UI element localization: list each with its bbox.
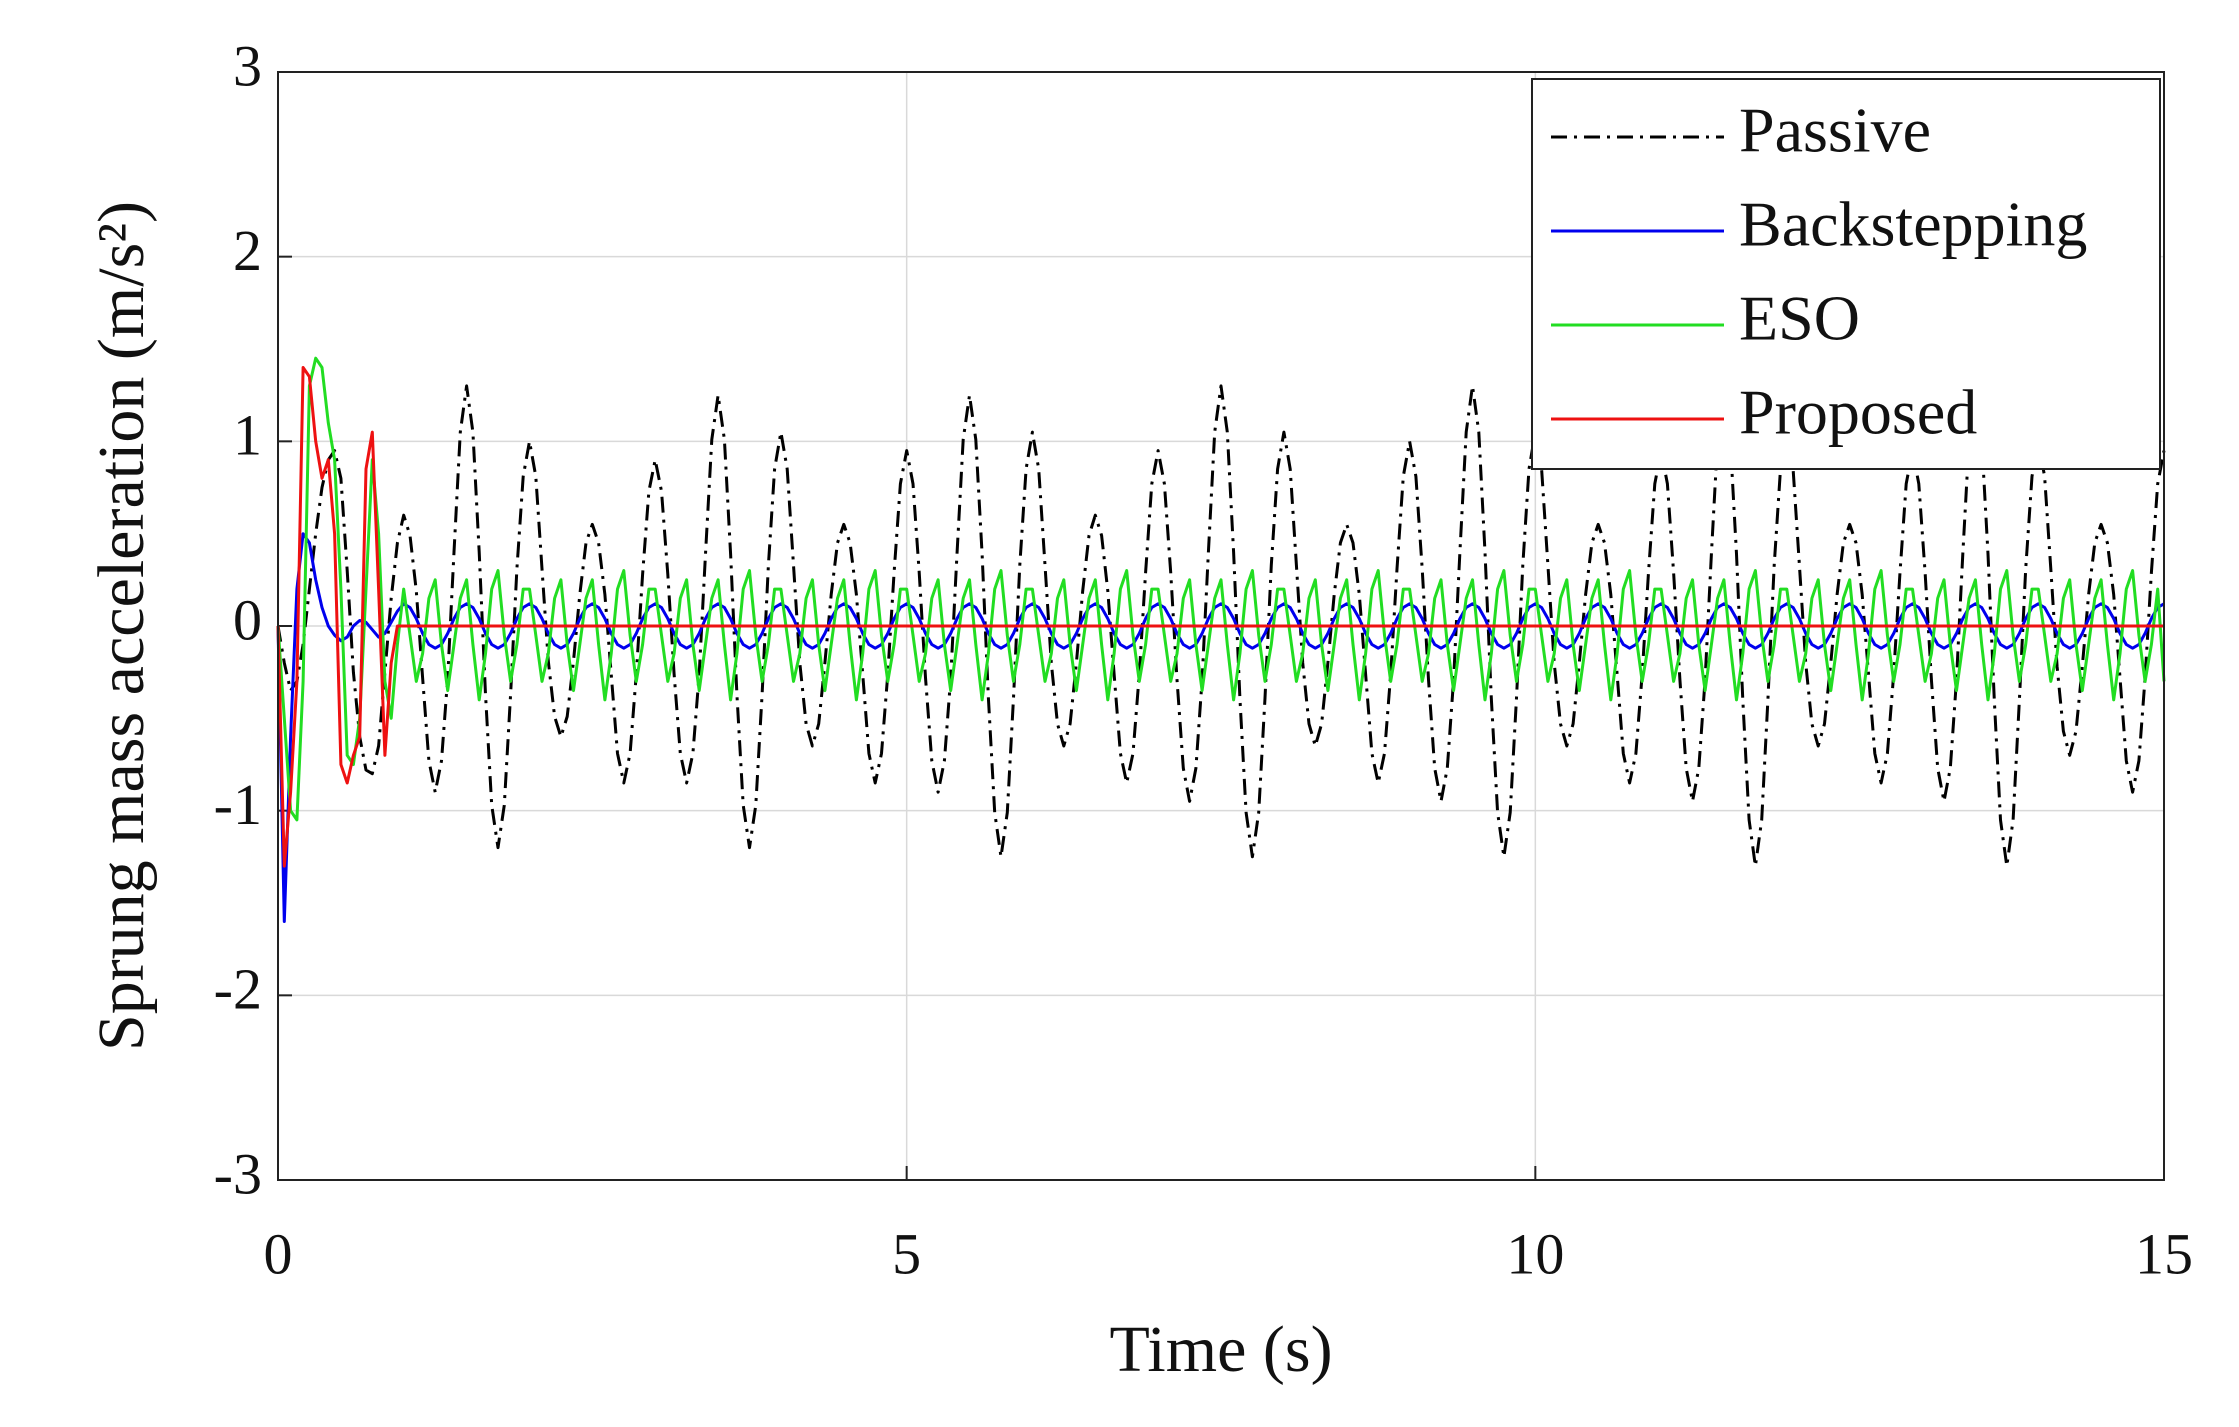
legend-label: Passive <box>1739 95 1931 166</box>
legend-box <box>1531 78 2161 470</box>
x-tick-label: 15 <box>2135 1221 2193 1286</box>
y-tick-label: 1 <box>233 403 262 468</box>
legend-label: Backstepping <box>1739 189 2087 260</box>
y-tick-label: -1 <box>214 772 262 837</box>
series-line <box>276 384 2166 868</box>
legend-label: ESO <box>1739 283 1860 354</box>
y-tick-label: 2 <box>233 218 262 283</box>
x-tick-label: 0 <box>264 1221 293 1286</box>
legend-label: Proposed <box>1739 377 1977 448</box>
y-tick-label: 3 <box>233 33 262 98</box>
series-line <box>276 356 2166 822</box>
series-line <box>276 366 2164 868</box>
y-tick-label: -2 <box>214 957 262 1022</box>
x-tick-label: 5 <box>892 1221 921 1286</box>
plot-frame <box>277 71 2165 1181</box>
y-tick-label: 0 <box>233 587 262 652</box>
legend: Passive Backstepping ESO Proposed <box>1531 78 2161 470</box>
series-line <box>276 532 2165 923</box>
x-axis-label: Time (s) <box>1109 1313 1332 1386</box>
y-tick-label: -3 <box>214 1141 262 1206</box>
x-tick-label: 10 <box>1506 1221 1564 1286</box>
y-axis-label: Sprung mass acceleration (m/s²) <box>85 201 158 1051</box>
